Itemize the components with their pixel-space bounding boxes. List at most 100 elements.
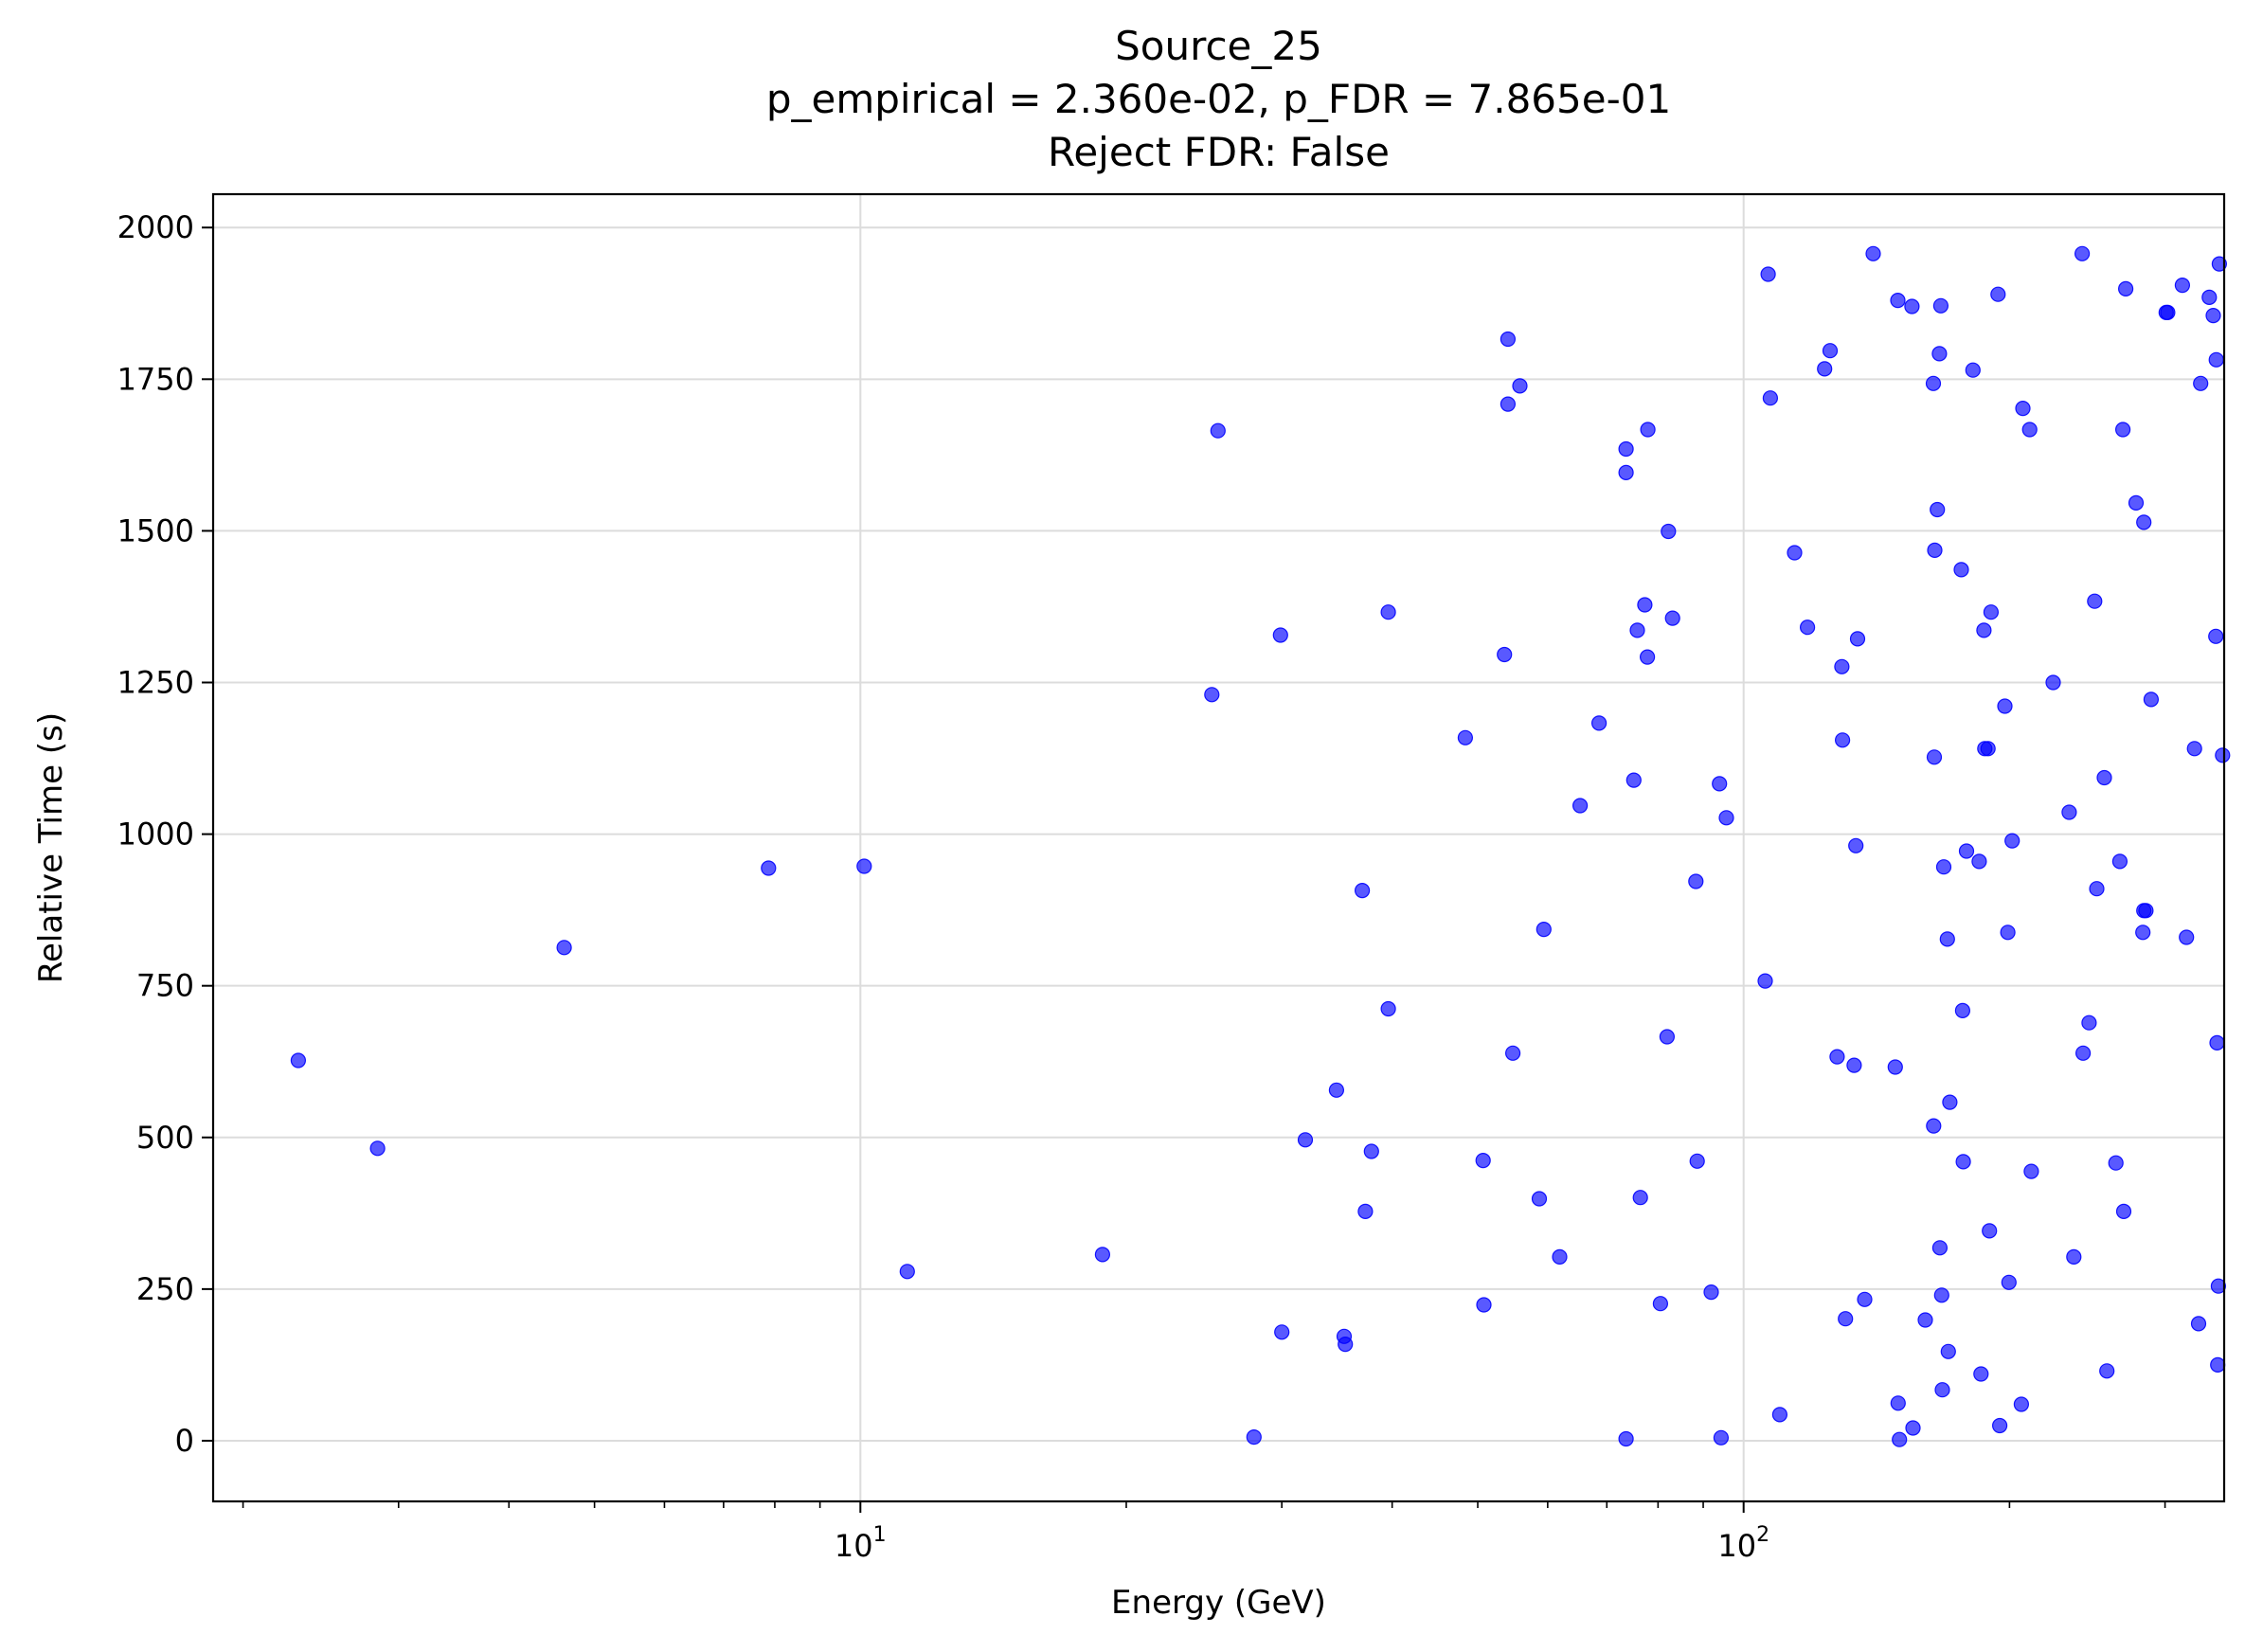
data-point — [1688, 873, 1704, 889]
title-line: Source_25 — [1115, 23, 1322, 69]
data-point — [2179, 929, 2195, 945]
data-point — [1857, 1291, 1873, 1307]
data-point — [2208, 351, 2224, 368]
y-tick-label: 1500 — [117, 512, 194, 548]
chart-title: Source_25 p_empirical = 2.360e-02, p_FDR … — [766, 23, 1671, 175]
data-point — [1926, 749, 1943, 765]
title-line: p_empirical = 2.360e-02, p_FDR = 7.865e-… — [766, 76, 1671, 122]
data-point — [1976, 622, 1992, 638]
data-point — [1476, 1297, 1492, 1313]
data-point — [2115, 1203, 2132, 1220]
data-point — [2215, 747, 2231, 763]
data-point — [1572, 798, 1589, 814]
x-tick-exponent: 2 — [1756, 1523, 1769, 1547]
data-point — [1500, 396, 1517, 412]
data-point — [2201, 289, 2218, 305]
data-point — [1757, 973, 1773, 989]
data-point — [2210, 1356, 2226, 1374]
data-point — [1834, 732, 1851, 748]
data-point — [1849, 631, 1866, 647]
data-point — [761, 860, 777, 876]
data-point — [2074, 245, 2091, 261]
data-point — [1905, 1420, 1921, 1436]
y-tick-label: 250 — [136, 1271, 194, 1307]
x-tick-label: 102 — [1717, 1523, 1769, 1564]
data-point — [1210, 422, 1226, 439]
data-point — [1931, 1240, 1949, 1256]
data-point — [1457, 729, 1474, 745]
data-point — [1787, 545, 1803, 561]
data-point — [2118, 280, 2134, 296]
data-point — [1297, 1132, 1314, 1148]
x-tick-label: 101 — [835, 1523, 887, 1564]
data-point — [1531, 1191, 1548, 1207]
data-point — [1846, 1057, 1862, 1073]
y-tick-label: 1750 — [117, 361, 194, 397]
data-point — [1354, 882, 1371, 899]
data-point — [856, 858, 872, 874]
data-point — [1834, 658, 1850, 674]
data-point — [1094, 1247, 1111, 1263]
y-axis: 0 250 500 750 1000 1250 1500 1750 2000 — [117, 209, 213, 1459]
data-point — [1982, 1223, 1998, 1239]
data-point — [1990, 286, 2006, 302]
data-point — [1829, 1049, 1845, 1065]
data-point — [1980, 741, 1996, 757]
data-point — [1799, 620, 1816, 636]
data-point — [1659, 1029, 1676, 1045]
data-point — [1917, 1312, 1933, 1328]
data-point — [1955, 1154, 1971, 1170]
x-axis-label: Energy (GeV) — [1111, 1584, 1326, 1622]
data-point — [2099, 1363, 2115, 1379]
x-axis: 101 102 — [242, 1501, 2166, 1564]
data-point — [1865, 245, 1881, 261]
data-point — [1935, 859, 1952, 875]
data-point — [2186, 741, 2202, 757]
data-point — [2205, 308, 2221, 324]
y-tick-label: 1000 — [117, 817, 194, 853]
data-point — [2087, 593, 2103, 609]
data-point — [899, 1264, 915, 1280]
data-point — [1590, 715, 1607, 731]
data-point — [2000, 925, 2016, 941]
data-point — [2023, 1163, 2039, 1179]
data-point — [556, 940, 572, 956]
data-point — [1497, 646, 1513, 663]
data-point — [2208, 628, 2224, 644]
data-point — [1848, 837, 1864, 853]
data-point — [2160, 304, 2176, 320]
data-point — [1536, 921, 1552, 938]
data-point — [1552, 1248, 1568, 1266]
y-tick-label: 0 — [175, 1423, 194, 1459]
data-point — [1890, 293, 1906, 309]
data-point — [2135, 925, 2151, 941]
data-point — [1652, 1296, 1669, 1312]
data-point — [2001, 1274, 2017, 1290]
data-point — [2075, 1045, 2092, 1061]
data-point — [2136, 514, 2152, 530]
data-point — [2081, 1015, 2097, 1031]
data-point — [2066, 1248, 2082, 1266]
data-point — [1817, 361, 1833, 377]
data-point — [1904, 298, 1920, 314]
y-axis-label: Relative Time (s) — [32, 712, 70, 983]
grid-lines — [213, 194, 2224, 1501]
data-point — [2045, 674, 2061, 691]
data-point — [1997, 698, 2013, 714]
data-point — [2004, 833, 2020, 849]
data-point — [1664, 610, 1680, 626]
data-point — [1712, 776, 1728, 792]
data-points — [290, 245, 2231, 1447]
plot-frame — [211, 192, 2226, 1503]
data-point — [2193, 375, 2209, 391]
data-point — [1689, 1153, 1705, 1169]
data-point — [1971, 853, 1987, 870]
data-point — [1703, 1284, 1719, 1301]
data-point — [1925, 375, 1942, 391]
data-point — [1625, 772, 1642, 788]
data-point — [1940, 1343, 1956, 1359]
y-tick-label: 750 — [136, 968, 194, 1004]
data-point — [1934, 1382, 1950, 1398]
